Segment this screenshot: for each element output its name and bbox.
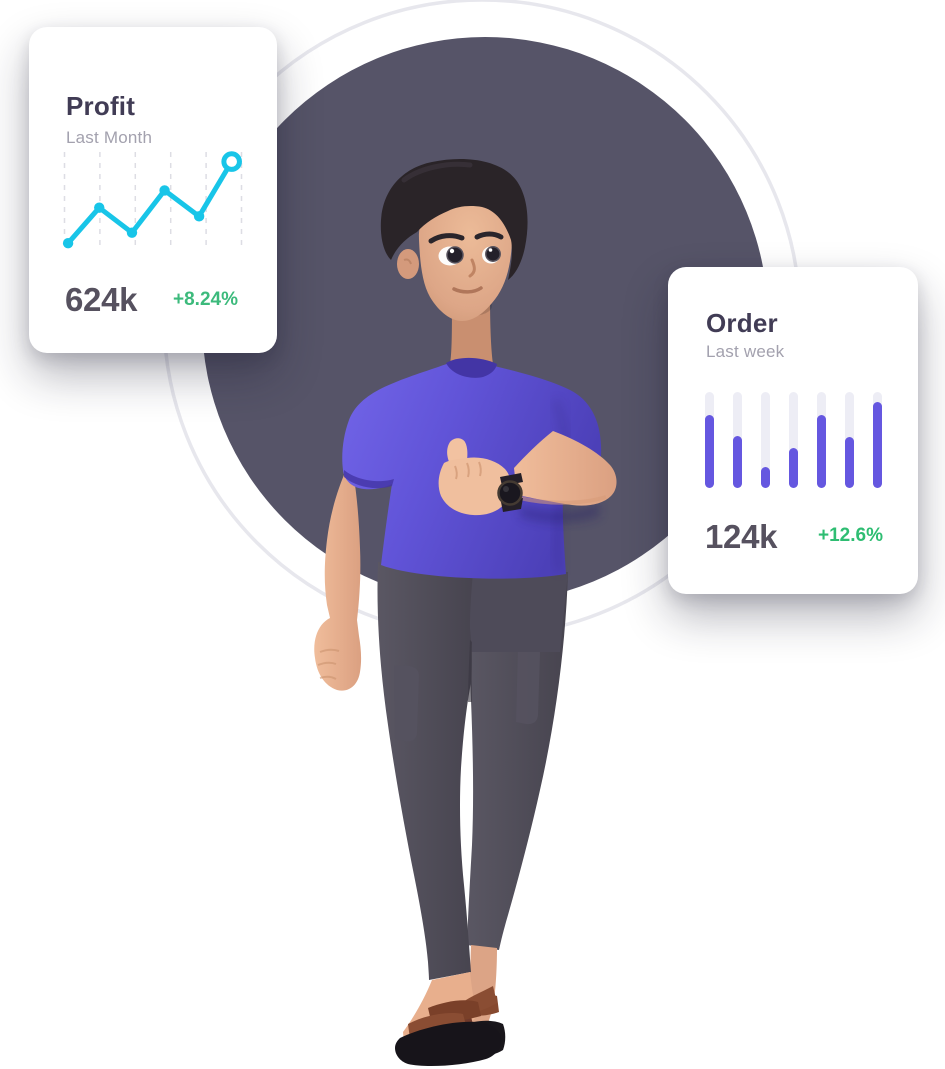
character-right-leg (467, 572, 568, 1030)
line-point (221, 151, 242, 172)
bar (789, 447, 798, 488)
cargo-pocket-right (516, 644, 540, 725)
bar-track (845, 392, 854, 488)
left-ear (397, 249, 419, 279)
line-point (62, 238, 74, 249)
bar-track (705, 392, 714, 488)
order-card-subtitle: Last week (706, 342, 785, 361)
hair (380, 159, 528, 280)
profit-card: Profit Last Month 624k +8.24% (29, 27, 277, 353)
front-sandal (395, 986, 502, 1067)
wristwatch (497, 473, 523, 512)
bar (845, 437, 854, 488)
order-card-title: Order (706, 308, 778, 338)
line-point (94, 202, 105, 213)
left-eyebrow (428, 233, 465, 244)
face (418, 187, 512, 321)
order-bar-chart (705, 392, 882, 488)
bar (817, 415, 826, 488)
line-point (193, 211, 205, 222)
bar (873, 401, 882, 488)
left-eye (438, 246, 464, 266)
bar-track (817, 392, 826, 488)
mouth (452, 286, 483, 294)
line-point (126, 227, 138, 238)
nose (468, 258, 476, 278)
bar-track (733, 392, 742, 488)
character-right-arm-thumbs-up (438, 431, 617, 516)
line-series (65, 159, 235, 246)
bar (705, 415, 714, 488)
bar-track (789, 392, 798, 488)
profit-change: +8.24% (173, 289, 238, 310)
character-illustration (314, 159, 617, 1067)
line-point (159, 185, 170, 196)
bar (733, 436, 742, 488)
order-change: +12.6% (818, 525, 883, 546)
character-head (380, 159, 528, 321)
cargo-pocket-left (394, 665, 419, 742)
right-eye (482, 246, 501, 264)
bar-track (761, 392, 770, 488)
profit-line-chart (62, 151, 243, 249)
order-card: Order Last week 124k +12.6% (668, 267, 918, 594)
profit-value: 624k (65, 281, 138, 318)
profit-card-subtitle: Last Month (66, 128, 153, 147)
bar (761, 466, 770, 488)
character-left-leg (377, 562, 478, 1045)
knuckles (454, 461, 482, 480)
bar-track (873, 392, 882, 488)
right-eyebrow (474, 231, 504, 240)
order-value: 124k (705, 518, 778, 555)
left-hand-fingers (317, 648, 340, 680)
character-left-arm (314, 468, 362, 691)
profit-card-title: Profit (66, 91, 136, 121)
collar (446, 357, 497, 378)
